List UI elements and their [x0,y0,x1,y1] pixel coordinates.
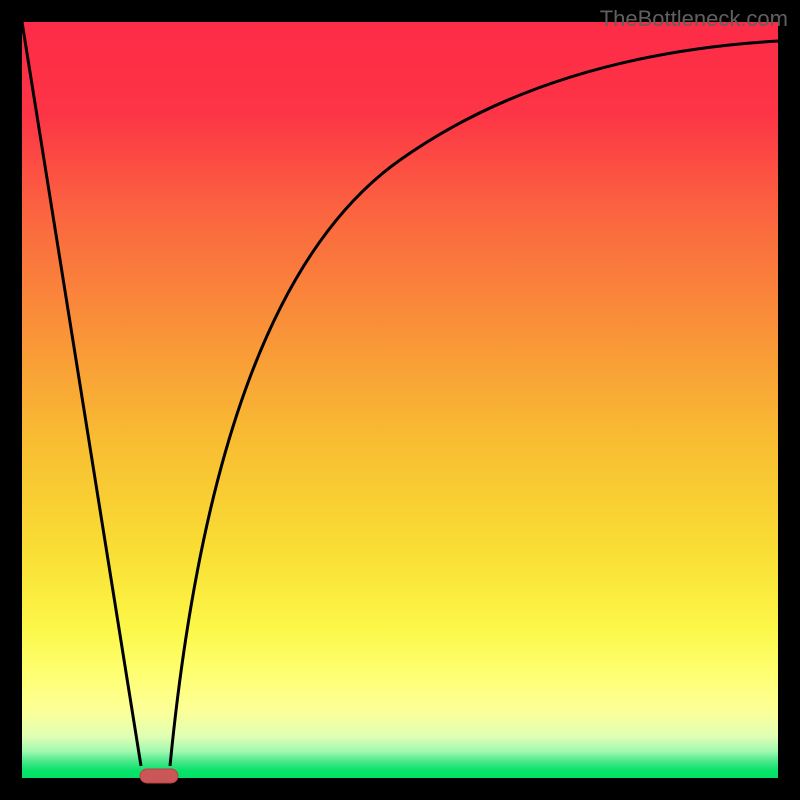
watermark-text: TheBottleneck.com [600,6,788,32]
plot-background [22,22,778,778]
bottleneck-chart: TheBottleneck.com [0,0,800,800]
chart-svg [0,0,800,800]
bottleneck-marker [140,769,178,783]
